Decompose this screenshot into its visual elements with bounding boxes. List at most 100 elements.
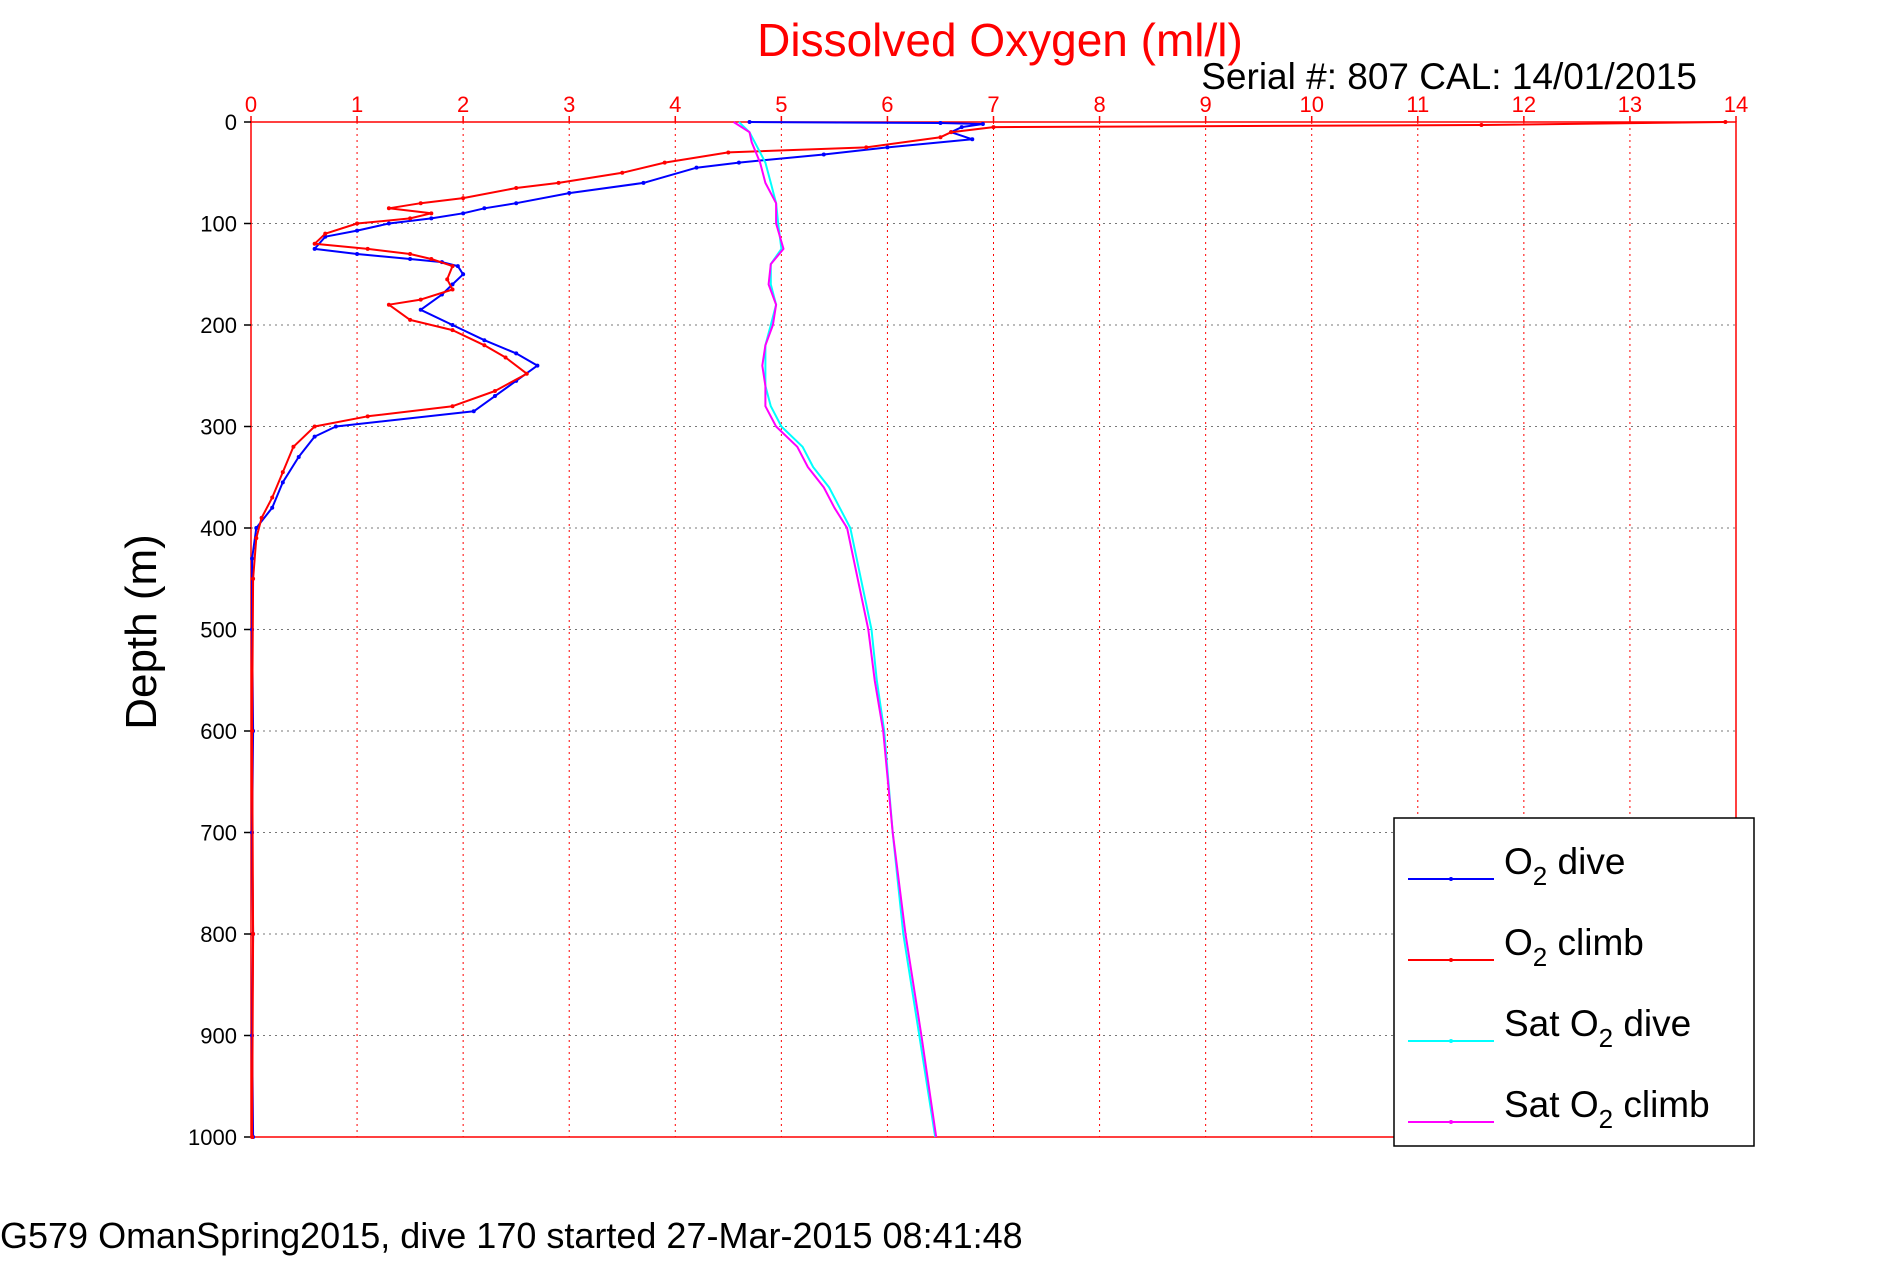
x-tick-label: 3	[563, 92, 575, 117]
x-tick-label: 11	[1406, 92, 1429, 117]
data-point	[333, 424, 338, 429]
data-point	[482, 206, 487, 211]
data-point	[980, 122, 985, 127]
data-point	[291, 444, 296, 449]
data-point	[461, 211, 466, 216]
data-point	[524, 371, 529, 376]
y-tick-label: 100	[200, 212, 237, 237]
data-point	[365, 246, 370, 251]
data-point	[949, 130, 954, 135]
x-tick-label: 7	[987, 92, 999, 117]
y-tick-label: 600	[200, 719, 237, 744]
data-point	[312, 241, 317, 246]
data-point	[455, 264, 460, 269]
series-line	[251, 121, 984, 1138]
data-point	[251, 932, 256, 936]
data-point	[355, 221, 360, 226]
legend-label: Sat O2 dive	[1504, 1003, 1691, 1053]
data-point	[620, 170, 625, 175]
legend-marker	[1449, 877, 1453, 881]
data-point	[450, 264, 455, 269]
data-point	[450, 323, 455, 327]
data-point	[514, 351, 519, 356]
y-axis: 0 100 200 300 400 500 600 700 800 900 1000	[188, 110, 251, 1150]
legend-label: Sat O2 climb	[1504, 1084, 1710, 1134]
data-point	[959, 125, 964, 130]
data-point	[408, 251, 413, 256]
data-point	[254, 526, 259, 530]
x-tick-label: 1	[351, 92, 363, 117]
x-tick-label: 12	[1512, 92, 1536, 117]
legend-marker	[1449, 958, 1453, 962]
data-point	[429, 211, 434, 216]
footer-caption: G579 OmanSpring2015, dive 170 started 27…	[0, 1215, 1023, 1256]
data-point	[503, 355, 508, 360]
data-point	[492, 388, 497, 393]
data-point	[312, 246, 317, 251]
y-axis-label: Depth (m)	[117, 534, 166, 730]
data-point	[312, 434, 317, 439]
data-point	[429, 257, 434, 262]
y-tick-label: 200	[200, 313, 237, 338]
series-o2-climb	[250, 120, 1728, 1139]
data-point	[270, 495, 275, 500]
data-point	[567, 191, 572, 196]
data-point	[461, 196, 466, 201]
data-point	[864, 145, 869, 150]
data-point	[461, 272, 466, 277]
data-point	[254, 536, 259, 541]
data-point	[1479, 123, 1484, 128]
data-point	[471, 409, 476, 414]
x-tick-label: 2	[457, 92, 469, 117]
data-point	[312, 424, 317, 429]
x-tick-label: 9	[1200, 92, 1212, 117]
data-point	[408, 317, 413, 322]
y-tick-label: 700	[200, 821, 237, 846]
legend-label: O2 dive	[1504, 841, 1625, 891]
data-point	[270, 505, 275, 510]
data-point	[821, 152, 826, 157]
y-tick-label: 300	[200, 415, 237, 440]
data-point	[450, 328, 455, 333]
legend-label: O2 climb	[1504, 922, 1644, 972]
data-point	[482, 338, 487, 343]
data-point	[386, 206, 391, 211]
y-tick-label: 400	[200, 516, 237, 541]
data-point	[445, 277, 450, 282]
y-tick-label: 0	[225, 110, 237, 135]
chart-title: Dissolved Oxygen (ml/l)	[757, 14, 1243, 66]
legend: O2 dive O2 climb Sat O2 dive Sat O2 climb	[1393, 817, 1755, 1147]
data-point	[386, 302, 391, 307]
data-point	[535, 363, 540, 368]
series-line	[733, 121, 938, 1138]
series-group	[250, 120, 1728, 1139]
data-point	[662, 160, 667, 165]
data-point	[259, 515, 264, 520]
data-point	[250, 729, 255, 733]
data-point	[492, 394, 497, 399]
y-tick-label: 800	[200, 922, 237, 947]
data-point	[418, 307, 423, 312]
x-tick-label: 0	[245, 92, 257, 117]
data-point	[250, 1135, 255, 1139]
legend-item: O2 dive	[1408, 841, 1625, 891]
data-point	[938, 121, 943, 126]
legend-item: Sat O2 dive	[1408, 1003, 1691, 1053]
data-point	[514, 185, 519, 190]
data-point	[747, 120, 752, 124]
legend-marker	[1449, 1120, 1453, 1124]
data-point	[429, 216, 434, 221]
x-axis: 0 1 2 3 4 5 6 7 8 9 10 11 12 13 14	[245, 92, 1748, 122]
data-point	[514, 201, 519, 206]
data-point	[408, 257, 413, 262]
data-point	[694, 165, 699, 170]
data-point	[355, 228, 360, 233]
y-tick-label: 900	[200, 1024, 237, 1049]
data-point	[1723, 120, 1728, 124]
x-tick-label: 14	[1724, 92, 1748, 117]
x-tick-label: 8	[1093, 92, 1105, 117]
data-point	[450, 287, 455, 292]
x-tick-label: 4	[669, 92, 681, 117]
x-tick-label: 10	[1299, 92, 1323, 117]
